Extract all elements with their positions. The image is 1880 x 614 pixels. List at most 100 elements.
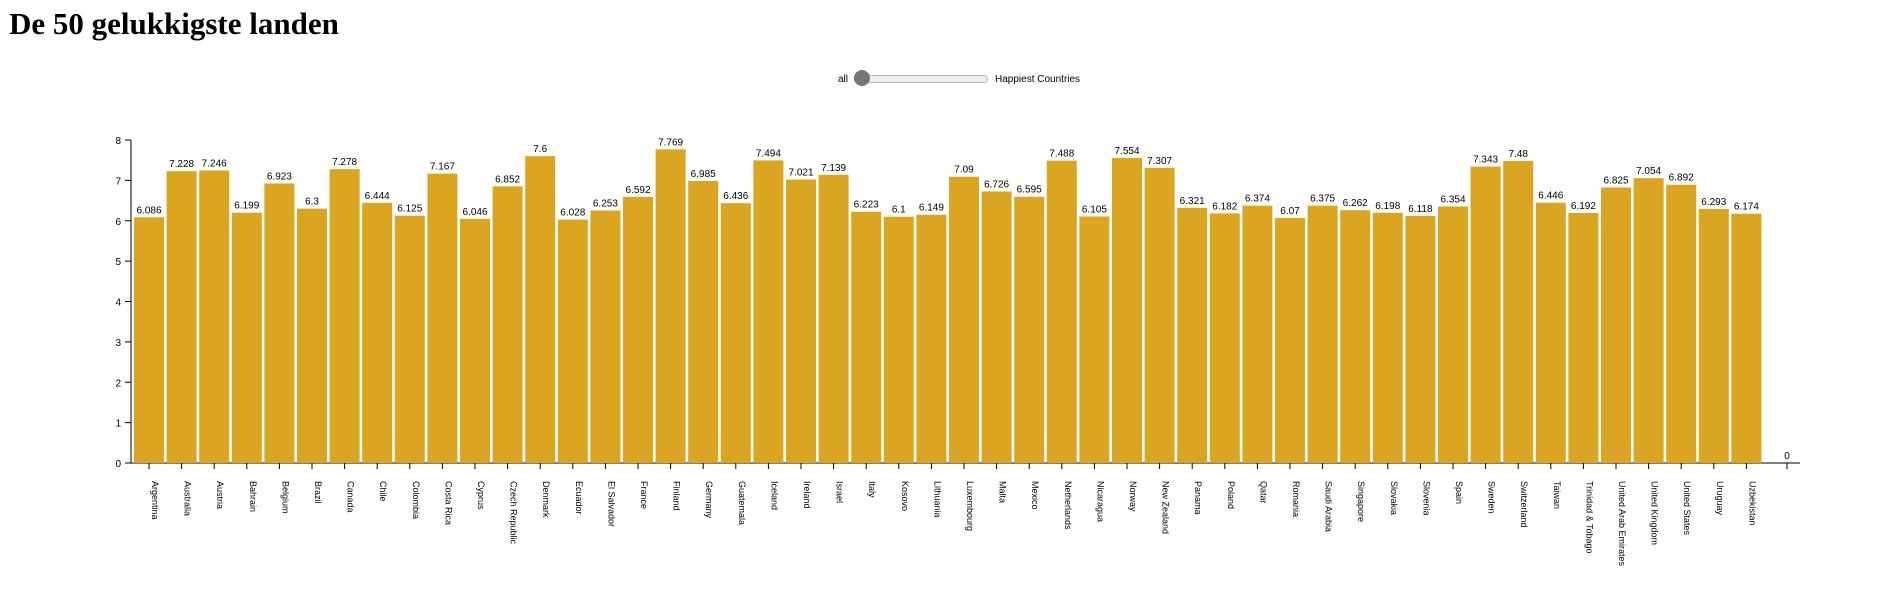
bar (1470, 166, 1501, 464)
x-tick-label: Slovenia (1421, 481, 1431, 516)
bar-value-label: 6.595 (1017, 185, 1042, 196)
bar (623, 196, 653, 463)
bar (1666, 184, 1697, 463)
x-tick-label: Israel (835, 481, 845, 503)
x-tick-label: Cyprus (476, 481, 486, 510)
bar (949, 176, 979, 463)
x-tick-label: Belgium (280, 481, 290, 514)
bar (166, 171, 197, 463)
bar-value-label: 6.223 (854, 200, 879, 211)
bar-value-label: 6.253 (593, 199, 618, 210)
country-filter-slider: all Happiest Countries (838, 70, 1080, 88)
x-tick-label: Romania (1291, 481, 1301, 517)
bar (427, 173, 458, 463)
bar (525, 156, 556, 463)
y-tick-label: 7 (115, 176, 121, 187)
x-tick-label: Uzbekistan (1747, 481, 1757, 526)
bar (851, 211, 882, 463)
x-tick-label: Norway (1128, 481, 1138, 512)
bar-value-label: 6.985 (691, 169, 716, 180)
x-tick-label: Guatemala (737, 481, 747, 525)
bar-value-label: 6.262 (1343, 198, 1368, 209)
x-tick-label: France (639, 481, 649, 509)
x-tick-label: Kosovo (900, 481, 910, 511)
bar-value-label: 7.488 (1049, 149, 1074, 160)
bar (883, 216, 914, 463)
x-tick-label: United States (1682, 481, 1692, 536)
bar (329, 169, 360, 463)
bar (818, 174, 849, 463)
x-tick-label: Ecuador (574, 481, 584, 515)
bar (1698, 208, 1729, 463)
trailing-value-label: 0 (1784, 451, 1790, 462)
bar-value-label: 6.105 (1082, 205, 1107, 216)
bar-value-label: 6.182 (1212, 201, 1237, 212)
x-tick-label: Luxembourg (965, 481, 975, 531)
bar (1275, 217, 1305, 463)
bar-value-label: 6.293 (1701, 197, 1726, 208)
bar-value-label: 6.086 (136, 205, 161, 216)
y-tick-label: 4 (115, 298, 121, 309)
bar (916, 214, 947, 463)
x-tick-label: Nicaragua (1095, 481, 1105, 522)
bar (1731, 213, 1762, 463)
bar (1340, 210, 1371, 463)
bar (1014, 196, 1045, 463)
x-tick-label: United Kingdom (1650, 481, 1660, 545)
x-tick-label: Iceland (769, 481, 779, 510)
bar-value-label: 7.343 (1473, 155, 1498, 166)
bar-value-label: 6.374 (1245, 194, 1270, 205)
bar-value-label: 7.6 (533, 144, 547, 155)
x-tick-label: Denmark (541, 481, 551, 518)
bar (720, 203, 751, 464)
bar (134, 217, 164, 463)
bar (688, 180, 719, 463)
slider-thumb[interactable] (854, 70, 871, 86)
bar-value-label: 6.852 (495, 174, 520, 185)
bar-value-label: 7.246 (202, 158, 227, 169)
slider-label-all: all (838, 73, 849, 85)
slider-track[interactable] (854, 70, 989, 86)
bar (1503, 160, 1534, 463)
bar-value-label: 6.046 (462, 207, 487, 218)
bar (1046, 160, 1077, 463)
x-tick-label: Malta (998, 481, 1008, 503)
x-tick-label: Qatar (1258, 481, 1268, 504)
y-tick-label: 8 (115, 136, 121, 147)
bar-value-label: 6.726 (984, 179, 1009, 190)
x-tick-label: Ireland (802, 481, 812, 509)
bar (362, 202, 393, 464)
bar-value-label: 6.354 (1440, 194, 1465, 205)
bar-value-label: 7.09 (954, 165, 974, 176)
x-tick-label: Brazil (313, 481, 323, 504)
bar (1405, 215, 1436, 463)
y-tick-label: 3 (115, 338, 121, 349)
x-tick-label: Saudi Arabia (1324, 481, 1334, 532)
bar-value-label: 6.321 (1180, 196, 1205, 207)
y-tick-label: 1 (115, 419, 121, 430)
y-tick-label: 0 (115, 459, 121, 470)
slider-label-happiest: Happiest Countries (995, 73, 1081, 85)
page-title: De 50 gelukkigste landen (9, 6, 339, 41)
bar (492, 186, 523, 463)
bar-value-label: 6.118 (1408, 204, 1433, 215)
x-tick-label: Czech Republic (509, 481, 519, 545)
x-tick-label: Mexico (1030, 481, 1040, 510)
bar (460, 218, 490, 463)
bar-value-label: 6.375 (1310, 194, 1335, 205)
bar-value-label: 6.592 (625, 185, 650, 196)
x-tick-label: Uruguay (1715, 481, 1725, 516)
bar-value-label: 6.028 (560, 208, 585, 219)
bar-value-label: 7.769 (658, 137, 683, 148)
x-tick-label: Germany (704, 481, 714, 519)
bar (199, 170, 230, 463)
bar (981, 191, 1012, 463)
x-tick-label: Singapore (1356, 481, 1366, 522)
bar (1601, 187, 1631, 464)
x-tick-label: Netherlands (1063, 481, 1073, 530)
x-tick-label: Austria (215, 481, 225, 509)
x-tick-label: Costa Rica (443, 481, 453, 525)
bar (1177, 207, 1208, 463)
y-tick-label: 5 (115, 257, 121, 268)
